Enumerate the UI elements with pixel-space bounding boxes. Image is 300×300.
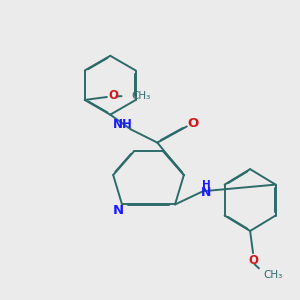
Text: CH₃: CH₃	[132, 91, 151, 100]
Text: CH₃: CH₃	[263, 270, 283, 280]
Text: NH: NH	[113, 118, 133, 130]
Text: N: N	[113, 205, 124, 218]
Text: N: N	[201, 186, 211, 199]
Text: O: O	[108, 89, 118, 102]
Text: O: O	[188, 117, 199, 130]
Text: O: O	[248, 254, 258, 267]
Text: H: H	[202, 180, 210, 190]
